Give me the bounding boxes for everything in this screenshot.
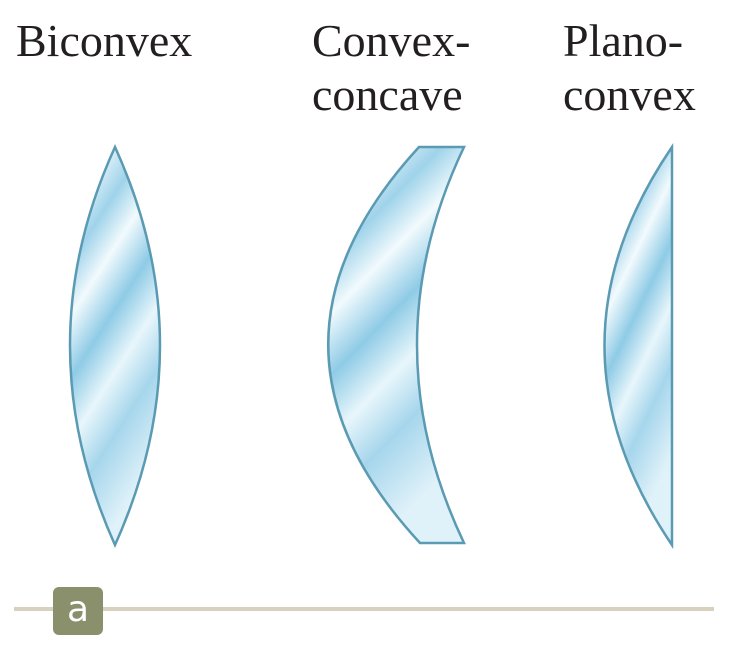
label-plano-convex: Plano- convex — [563, 14, 696, 122]
label-plano-convex-line-2: convex — [563, 69, 696, 120]
label-convex-concave-line-1: Convex- — [312, 15, 471, 66]
part-label-badge: a — [53, 587, 103, 635]
label-biconvex: Biconvex — [16, 14, 192, 68]
convex-concave-lens — [327, 145, 466, 545]
label-convex-concave: Convex- concave — [312, 14, 470, 122]
biconvex-lens — [68, 143, 162, 549]
label-biconvex-line-1: Biconvex — [16, 15, 193, 66]
bottom-rule — [14, 607, 714, 611]
label-plano-convex-line-1: Plano- — [563, 15, 684, 66]
plano-convex-lens — [603, 142, 674, 550]
label-convex-concave-line-2: concave — [312, 69, 463, 120]
